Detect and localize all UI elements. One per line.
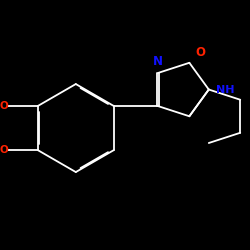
Text: NH: NH [216, 84, 234, 94]
Text: O: O [196, 46, 205, 59]
Text: N: N [153, 55, 163, 68]
Text: O: O [0, 145, 8, 155]
Text: O: O [0, 101, 8, 111]
